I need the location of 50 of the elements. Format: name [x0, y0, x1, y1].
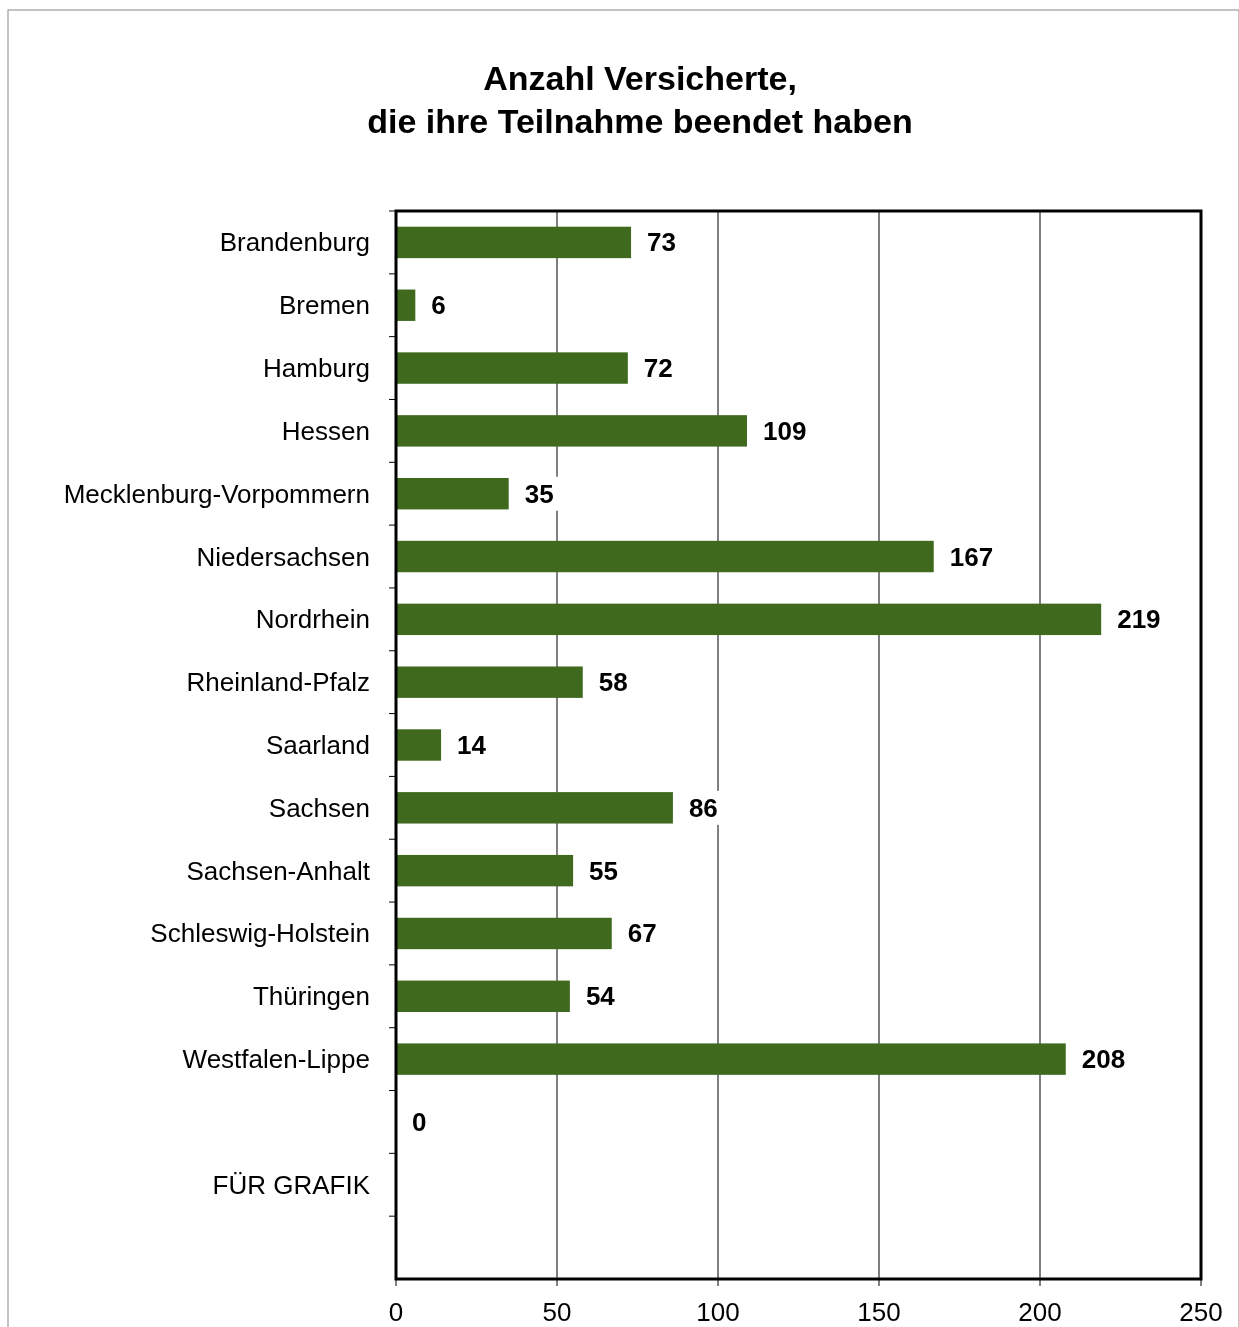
data-label: 58 [598, 667, 628, 698]
data-label: 0 [412, 1106, 427, 1137]
bar [396, 1043, 1066, 1075]
y-tick-label: Sachsen-Anhalt [186, 855, 371, 886]
y-tick-label: Bremen [278, 290, 370, 321]
x-tick-label: 150 [857, 1297, 901, 1327]
data-label: 208 [1081, 1044, 1126, 1075]
bar [396, 478, 509, 510]
y-tick-label: Saarland [265, 730, 370, 760]
data-label: 219 [1117, 604, 1161, 635]
bar [396, 540, 934, 573]
y-tick-label: Sachsen [268, 792, 370, 823]
y-tick-label: Hamburg [263, 353, 370, 384]
bar [396, 854, 574, 887]
bar [396, 666, 583, 698]
y-tick-label: Niedersachsen [196, 541, 370, 572]
data-label: 14 [457, 730, 487, 760]
y-tick-label: Westfalen-Lippe [182, 1044, 370, 1075]
bar [396, 729, 442, 761]
y-tick-label: Schleswig-Holstein [150, 918, 370, 949]
data-label: 167 [949, 541, 994, 572]
x-tick-label: 50 [542, 1297, 572, 1327]
data-label: 6 [431, 290, 446, 321]
bar [396, 917, 612, 950]
y-tick-label: Brandenburg [219, 227, 370, 258]
x-tick-label: 0 [388, 1297, 404, 1327]
bar [396, 980, 570, 1012]
data-label: 86 [688, 792, 718, 823]
y-tick-label: Hessen [281, 415, 370, 446]
data-label: 54 [585, 981, 616, 1012]
data-label: 35 [524, 478, 554, 509]
bar [396, 226, 632, 259]
x-tick-label: 250 [1179, 1297, 1223, 1327]
chart-title: Anzahl Versicherte, die ihre Teilnahme beendet haben [367, 59, 913, 140]
data-label: 67 [627, 918, 657, 949]
y-tick-label: Thüringen [252, 981, 370, 1012]
data-label: 73 [647, 227, 676, 258]
data-label: 109 [762, 415, 807, 446]
x-tick-label: 200 [1018, 1297, 1062, 1327]
x-tick-label: 100 [696, 1297, 740, 1327]
bar [396, 352, 628, 384]
data-label: 72 [643, 353, 673, 384]
data-label: 55 [589, 855, 619, 886]
bar [396, 603, 1102, 636]
y-tick-label: Nordrhein [255, 604, 370, 635]
y-tick-label: FÜR GRAFIK [212, 1169, 371, 1200]
y-tick-label: Rheinland-Pfalz [186, 667, 370, 698]
bar [396, 792, 673, 824]
bar [396, 415, 747, 447]
y-tick-label: Mecklenburg-Vorpommern [63, 478, 370, 509]
